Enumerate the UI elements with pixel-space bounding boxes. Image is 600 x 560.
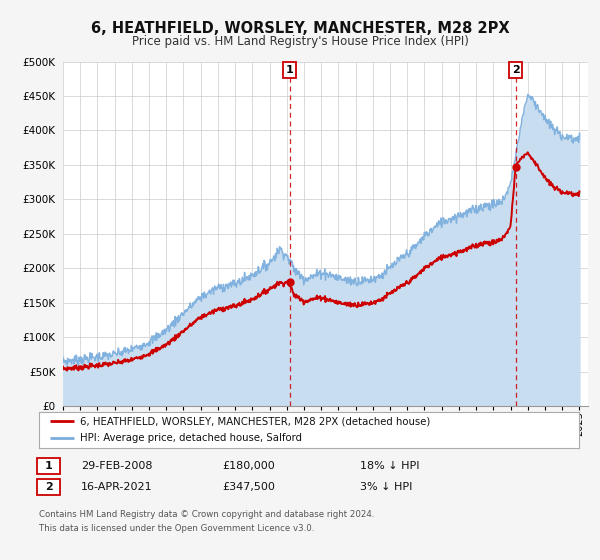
Text: This data is licensed under the Open Government Licence v3.0.: This data is licensed under the Open Gov… [39,524,314,533]
Text: 6, HEATHFIELD, WORSLEY, MANCHESTER, M28 2PX (detached house): 6, HEATHFIELD, WORSLEY, MANCHESTER, M28 … [79,417,430,426]
Text: £347,500: £347,500 [222,482,275,492]
Text: 1: 1 [45,461,52,471]
Text: 2: 2 [45,482,52,492]
Text: Contains HM Land Registry data © Crown copyright and database right 2024.: Contains HM Land Registry data © Crown c… [39,510,374,519]
Text: 16-APR-2021: 16-APR-2021 [81,482,152,492]
Text: HPI: Average price, detached house, Salford: HPI: Average price, detached house, Salf… [79,433,302,443]
Text: 18% ↓ HPI: 18% ↓ HPI [360,461,419,471]
Text: £180,000: £180,000 [222,461,275,471]
Text: 2: 2 [512,65,520,75]
Text: 3% ↓ HPI: 3% ↓ HPI [360,482,412,492]
Text: 29-FEB-2008: 29-FEB-2008 [81,461,152,471]
Text: 1: 1 [286,65,293,75]
Text: Price paid vs. HM Land Registry's House Price Index (HPI): Price paid vs. HM Land Registry's House … [131,35,469,48]
Text: 6, HEATHFIELD, WORSLEY, MANCHESTER, M28 2PX: 6, HEATHFIELD, WORSLEY, MANCHESTER, M28 … [91,21,509,36]
